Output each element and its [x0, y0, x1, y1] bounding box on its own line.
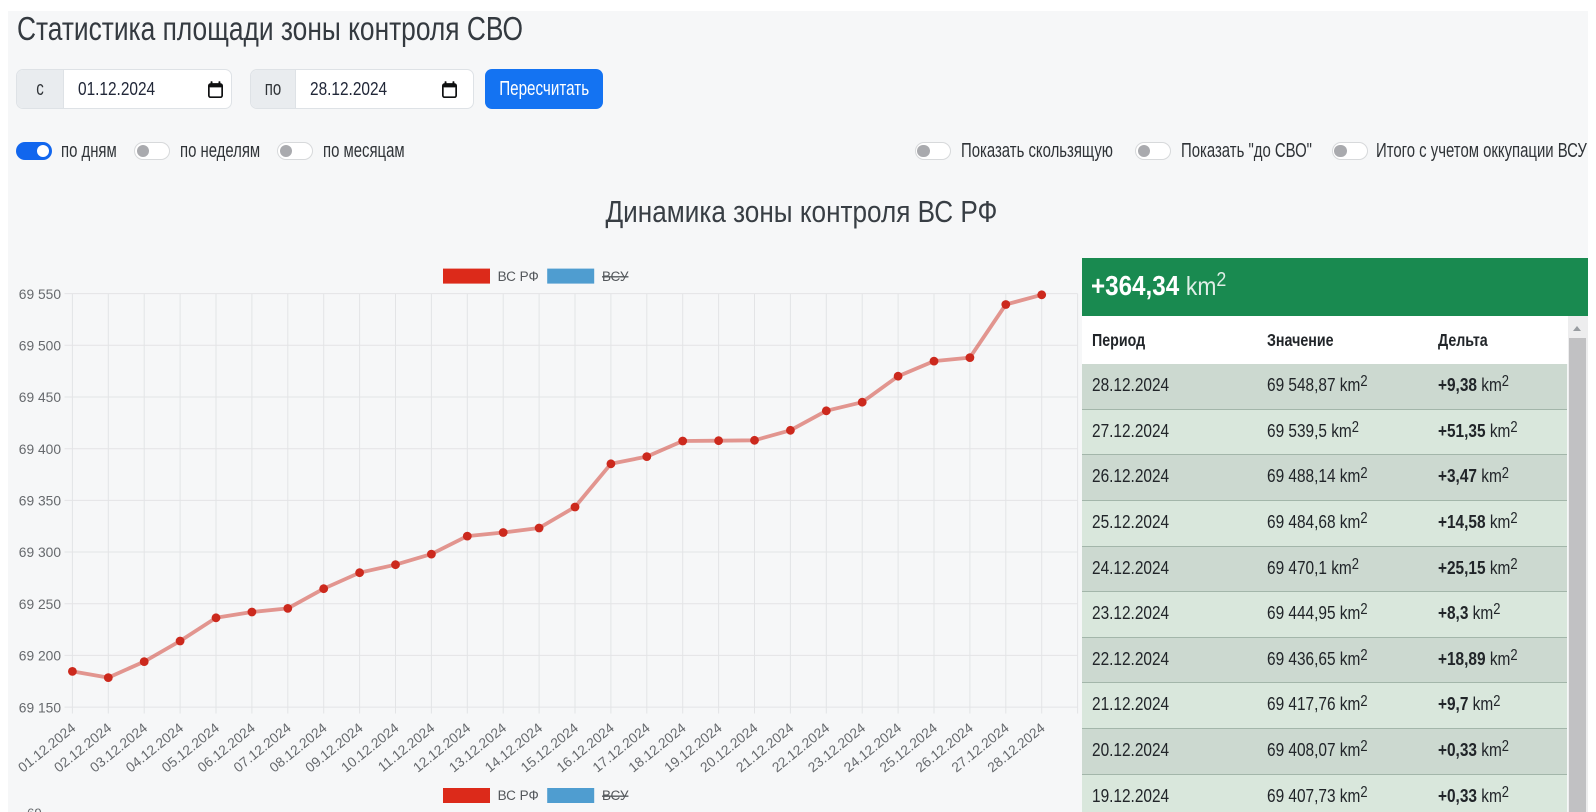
- svg-text:69 500: 69 500: [19, 339, 62, 354]
- svg-text:69: 69: [27, 806, 42, 812]
- svg-text:ВСУ: ВСУ: [602, 788, 629, 803]
- svg-text:69 400: 69 400: [19, 442, 62, 457]
- svg-text:69 450: 69 450: [19, 390, 62, 405]
- svg-text:ВС РФ: ВС РФ: [498, 269, 539, 284]
- svg-text:ВС РФ: ВС РФ: [498, 788, 539, 803]
- svg-text:69 200: 69 200: [19, 649, 62, 664]
- svg-text:69 150: 69 150: [19, 700, 62, 715]
- svg-text:69 250: 69 250: [19, 597, 62, 612]
- svg-text:69 300: 69 300: [19, 545, 62, 560]
- svg-text:69 350: 69 350: [19, 494, 62, 509]
- svg-text:69 550: 69 550: [19, 287, 62, 302]
- svg-text:ВСУ: ВСУ: [602, 269, 629, 284]
